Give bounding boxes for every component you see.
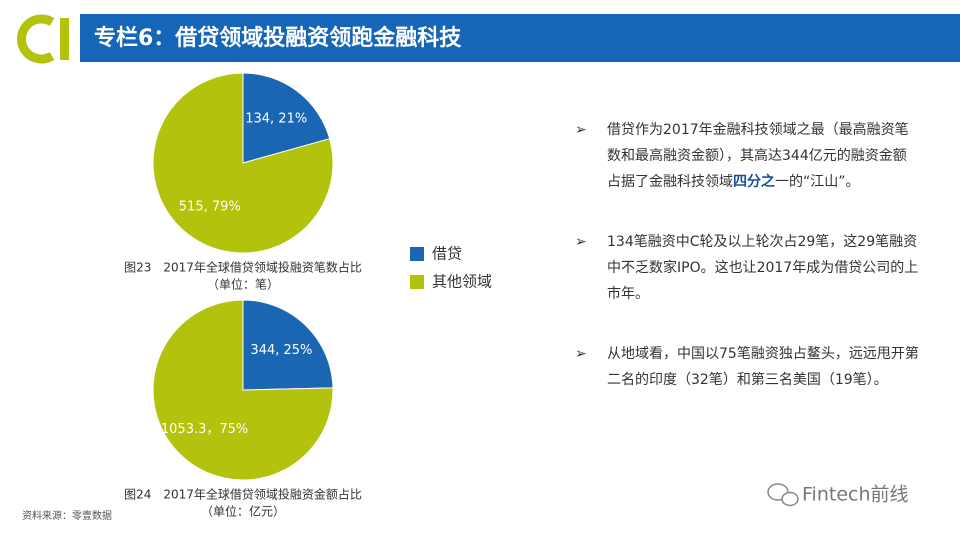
legend-swatch: [410, 247, 424, 261]
bullet: ➢ 从地域看，中国以75笔融资独占鳌头，远远甩开第二名的印度（32笔）和第三名美国…: [575, 341, 920, 393]
bullet-arrow: ➢: [575, 234, 587, 250]
logo: [60, 18, 69, 60]
bullet: ➢ 借贷作为2017年金融科技领域之最（最高融资笔数和最高融资金额），其高达344…: [575, 117, 920, 195]
bullet-text: 一的“江山”。: [775, 174, 860, 190]
bullet-text: 从地域看，中国以75笔融资独占鳌头，远远甩开第二名的印度（32笔）和第三名美国（…: [607, 346, 919, 388]
bullet-arrow: ➢: [575, 122, 587, 138]
value-label: 1053.3，75%: [161, 422, 248, 437]
chart-title: 图24 2017年全球借贷领域投融资金额占比: [124, 487, 362, 502]
legend-swatch: [410, 275, 424, 289]
bullet-text: 借贷作为2017年金融科技领域之最（最高融资笔数和最高融资金额），其高达344亿…: [607, 122, 909, 190]
header-title: 专栏6：借贷领域投融资领跑金融科技: [94, 25, 462, 51]
bullet-list: ➢ 借贷作为2017年金融科技领域之最（最高融资笔数和最高融资金额），其高达344…: [575, 117, 920, 427]
value-label: 134, 21%: [245, 112, 307, 127]
chart-title: 图23 2017年全球借贷领域投融资笔数占比: [124, 260, 362, 275]
legend-label: 其他领域: [432, 273, 492, 291]
watermark: Fintech前线: [802, 484, 909, 506]
pie-slice: [152, 72, 334, 254]
bullet-text: 134笔融资中C轮及以上轮次占29笔，这29笔融资中不乏数家IPO。这也让201…: [607, 234, 919, 302]
header-bar: [80, 14, 960, 62]
value-label: 344, 25%: [250, 343, 312, 358]
wechat-icon: [781, 491, 799, 507]
value-label: 515, 79%: [179, 199, 241, 214]
chart-subtitle: （单位：亿元）: [201, 504, 285, 519]
highlight-text: 四分之: [733, 174, 775, 190]
legend-label: 借贷: [432, 245, 462, 263]
source: 资料来源：零壹数据: [22, 509, 112, 522]
logo: [17, 14, 55, 64]
bullet: ➢ 134笔融资中C轮及以上轮次占29笔，这29笔融资中不乏数家IPO。这也让20…: [575, 229, 920, 307]
chart-subtitle: （单位：笔）: [207, 277, 279, 292]
pie-slice: [152, 299, 334, 481]
pie-slice: [242, 72, 331, 164]
pie-slice: [242, 299, 334, 391]
bullet-arrow: ➢: [575, 346, 587, 362]
